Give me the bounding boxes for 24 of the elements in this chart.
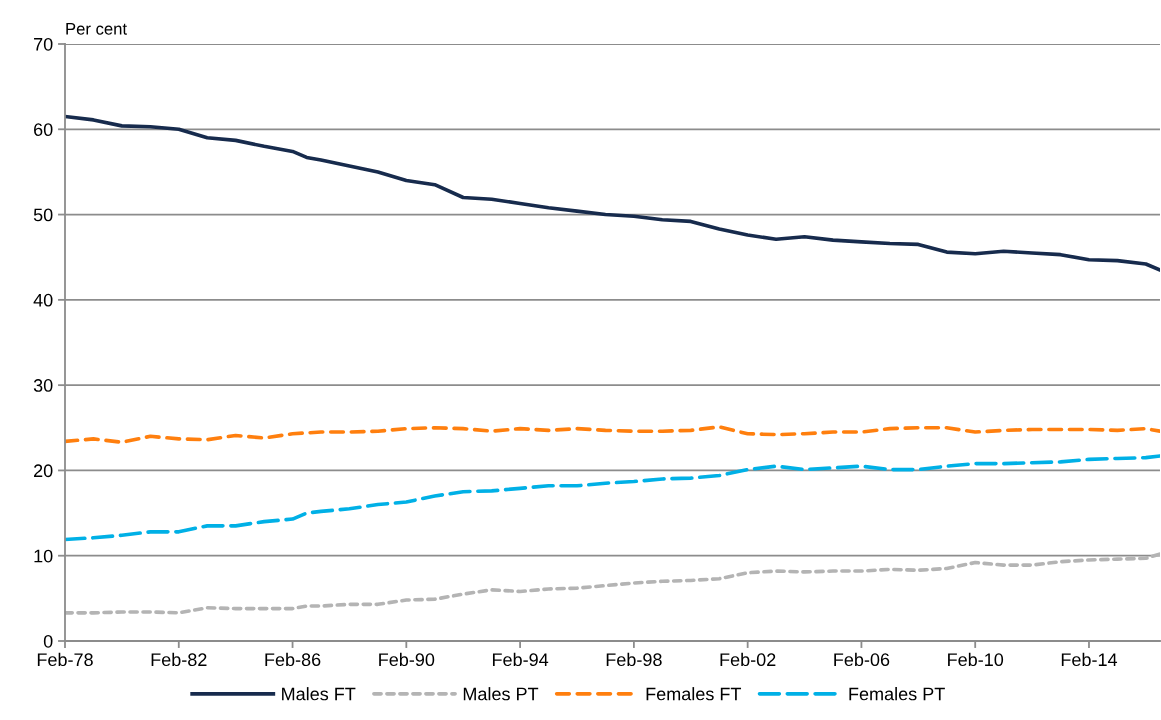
y-tick-label: 10 [34,549,53,563]
x-tick-label: Feb-14 [1061,652,1118,667]
y-tick-label: 30 [33,379,53,392]
y-tick-label: 40 [33,293,53,307]
y-tick-label: 70 [34,37,53,51]
y-tick-label: 60 [34,123,53,137]
x-tick-label: Feb-98 [606,652,662,667]
x-tick-label: Feb-82 [151,652,207,667]
x-tick-label: Feb-10 [948,652,1004,667]
x-tick-label: Feb-94 [492,652,549,667]
y-axis-title: Per cent [66,23,127,35]
legend-label: Males PT [463,687,539,701]
x-tick-label: Feb-02 [720,652,776,667]
legend-label: Females FT [646,687,742,701]
line-series [65,425,1160,445]
legend-label: Males FT [282,687,356,701]
y-tick-label: 50 [33,208,53,222]
x-tick-label: Feb-90 [379,652,435,667]
x-tick-label: Feb-86 [265,652,321,667]
x-tick-label: Feb-06 [834,652,890,667]
legend-label: Females PT [849,687,945,701]
y-tick-label: 20 [34,464,53,478]
x-tick-label: Feb-78 [37,652,93,667]
y-tick-label: 0 [43,634,53,648]
